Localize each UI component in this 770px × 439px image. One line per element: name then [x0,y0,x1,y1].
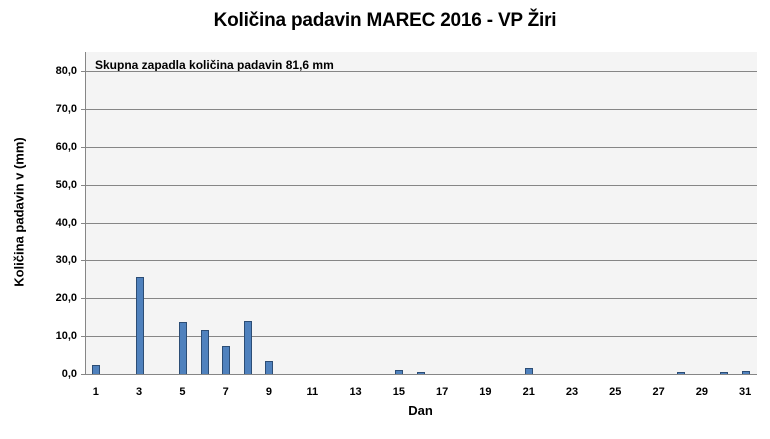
x-tick-label: 19 [479,386,492,398]
gridline [86,184,757,186]
x-axis-label: Dan [408,403,433,418]
x-tick-label: 31 [739,386,752,398]
x-tick-label: 15 [392,386,405,398]
gridline [86,336,757,338]
bar-day-3 [135,277,144,374]
gridline [86,260,757,262]
bar-day-1 [92,364,101,374]
bar-day-5 [178,322,187,374]
x-tick-label: 7 [222,386,229,398]
gridline [86,108,757,110]
bar-day-28 [676,372,685,374]
x-tick-label: 29 [695,386,708,398]
y-tick-label: 20,0 [55,292,77,305]
y-tick-mark [81,146,86,148]
bar-day-9 [265,361,274,374]
bar-day-7 [222,346,231,374]
bar-day-31 [741,370,750,374]
x-tick-label: 21 [522,386,535,398]
bar-day-21 [525,368,534,374]
bar-day-6 [200,330,209,374]
y-tick-mark [81,374,86,375]
x-tick-label: 3 [136,386,143,398]
y-tick-label: 60,0 [55,140,77,153]
y-tick-label: 40,0 [55,216,77,229]
y-tick-label: 50,0 [55,178,77,191]
x-tick-label: 1 [92,386,99,398]
y-tick-mark [81,336,86,338]
x-tick-label: 23 [565,386,579,398]
y-tick-mark [81,184,86,186]
x-tick-label: 11 [306,386,319,398]
bar-day-30 [720,372,729,374]
bar-day-8 [243,321,252,374]
y-tick-label: 10,0 [55,330,77,343]
bar-day-16 [417,372,425,374]
x-tick-label: 9 [265,386,273,398]
y-tick-mark [81,298,86,300]
y-tick-mark [81,222,86,224]
y-tick-mark [81,71,86,72]
gridline [86,146,757,148]
gridline [86,71,757,72]
gridline [86,298,757,300]
y-tick-mark [81,108,86,110]
gridline [86,222,757,224]
x-tick-label: 5 [179,386,186,398]
gridline [86,374,757,375]
bar-day-15 [395,370,404,374]
plot-area: Skupna zapadla količina padavin 81,6 mm [81,52,757,375]
x-tick-label: 17 [436,386,449,398]
y-tick-label: 30,0 [55,254,77,267]
y-tick-label: 0,0 [61,368,77,380]
chart-title: Količina padavin MAREC 2016 - VP Žiri [213,10,557,31]
y-tick-label: 70,0 [55,102,77,115]
x-tick-label: 27 [652,386,665,398]
y-tick-mark [81,260,86,262]
total-annotation: Skupna zapadla količina padavin 81,6 mm [95,58,334,72]
y-tick-label: 80,0 [55,65,77,77]
x-tick-label: 13 [349,386,362,398]
x-tick-label: 25 [609,386,622,398]
